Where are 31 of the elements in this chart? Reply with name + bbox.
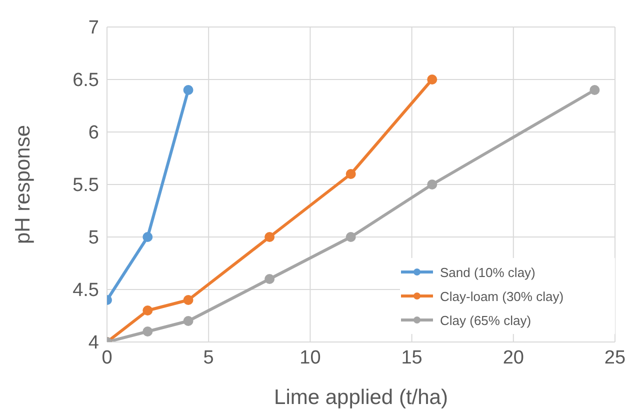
point — [142, 326, 153, 336]
point — [346, 169, 356, 179]
point — [264, 232, 275, 242]
y-tick-label: 7 — [88, 18, 99, 39]
legend-label: Clay (65% clay) — [440, 312, 532, 328]
y-axis-title: pH response — [11, 124, 34, 244]
point — [427, 180, 438, 190]
x-tick-label: 10 — [300, 347, 321, 368]
x-axis-title: Lime applied (t/ha) — [274, 386, 448, 409]
y-tick-label: 4.5 — [72, 280, 99, 302]
legend-label: Sand (10% clay) — [440, 264, 536, 280]
y-tick-label: 6.5 — [72, 70, 99, 92]
y-tick-label: 5.5 — [72, 175, 99, 196]
point — [264, 274, 275, 284]
point — [142, 232, 153, 242]
legend-label: Clay-loam (30% clay) — [440, 288, 564, 304]
point — [183, 316, 194, 326]
x-tick-label: 25 — [604, 347, 626, 368]
x-tick-label: 20 — [502, 347, 524, 368]
x-tick-label: 15 — [401, 347, 422, 368]
point — [142, 306, 153, 316]
y-tick-label: 5 — [88, 228, 99, 249]
x-tick-label: 0 — [102, 347, 112, 368]
point — [590, 85, 600, 95]
y-tick-label: 6 — [88, 122, 99, 144]
point — [427, 74, 438, 84]
point — [183, 295, 194, 305]
point — [183, 85, 194, 95]
x-tick-label: 5 — [203, 347, 214, 368]
y-tick-label: 4 — [88, 332, 100, 354]
point — [346, 232, 356, 242]
